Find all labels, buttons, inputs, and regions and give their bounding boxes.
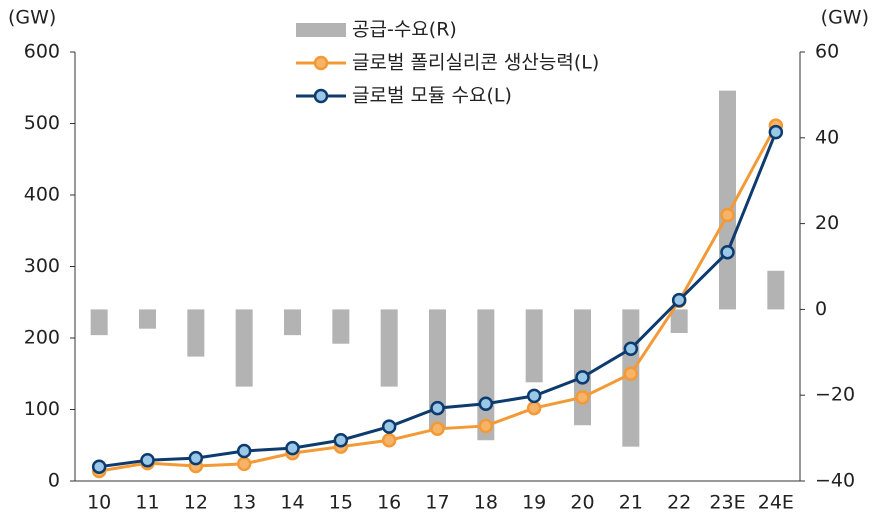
x-tick-label: 15	[329, 492, 353, 514]
x-tick-label: 16	[377, 492, 401, 514]
marker	[91, 459, 107, 474]
marker	[333, 432, 349, 448]
y2-tick-label: −40	[815, 470, 855, 492]
marker	[671, 292, 687, 308]
y-tick-label: 0	[48, 470, 60, 492]
y-tick-label: 500	[24, 112, 60, 134]
marker	[381, 419, 397, 434]
marker	[285, 440, 300, 456]
x-tick-label: 12	[184, 492, 208, 514]
marker	[478, 418, 494, 434]
marker	[720, 244, 735, 260]
marker	[526, 388, 542, 404]
x-tick-label: 24E	[758, 492, 794, 514]
bar	[235, 309, 253, 387]
marker	[526, 400, 542, 416]
x-tick-label: 10	[87, 492, 111, 514]
x-tick-label: 11	[135, 492, 159, 514]
x-tick-label: 20	[570, 492, 594, 514]
bar	[90, 309, 108, 336]
y2-tick-label: 60	[815, 41, 839, 63]
bar	[139, 309, 156, 329]
bar	[332, 309, 350, 344]
legend-label: 글로벌 모듈 수요(L)	[352, 85, 512, 107]
x-tick-label: 22	[667, 492, 691, 514]
legend-label: 글로벌 폴리실리콘 생산능력(L)	[352, 52, 599, 74]
y2-axis-label: (GW)	[821, 7, 869, 29]
marker	[575, 390, 590, 405]
y-axis-label: (GW)	[8, 7, 56, 29]
marker	[381, 432, 397, 448]
bar	[670, 309, 688, 333]
marker	[720, 207, 735, 223]
legend-label: 공급-수요(R)	[352, 19, 457, 41]
marker	[575, 370, 590, 385]
y2-tick-label: −20	[815, 384, 855, 406]
legend-marker	[313, 55, 329, 71]
y-tick-label: 600	[24, 41, 60, 63]
marker	[623, 366, 639, 381]
marker	[140, 453, 155, 468]
y2-tick-label: 20	[815, 212, 839, 234]
x-tick-label: 17	[425, 492, 449, 514]
bar	[380, 309, 398, 387]
x-tick-label: 19	[522, 492, 546, 514]
x-tick-label: 13	[232, 492, 256, 514]
marker	[768, 124, 784, 140]
bar	[525, 309, 543, 383]
legend-swatch	[296, 23, 346, 37]
bar	[719, 90, 736, 310]
marker	[236, 443, 252, 459]
legend-marker	[313, 88, 329, 104]
x-tick-label: 21	[619, 492, 643, 514]
y2-tick-label: 40	[815, 126, 839, 148]
marker	[478, 396, 494, 412]
y-tick-label: 100	[24, 398, 60, 420]
y-tick-label: 400	[24, 184, 60, 206]
y-tick-label: 200	[24, 327, 60, 349]
y-tick-label: 300	[24, 255, 60, 277]
marker	[430, 421, 445, 437]
bar	[284, 309, 301, 336]
x-tick-label: 23E	[709, 492, 745, 514]
marker	[623, 341, 639, 356]
x-tick-label: 18	[474, 492, 498, 514]
x-tick-label: 14	[280, 492, 304, 514]
y2-tick-label: 0	[815, 298, 827, 320]
bar	[767, 270, 785, 310]
marker	[236, 456, 252, 472]
marker	[430, 400, 445, 416]
bar	[429, 309, 446, 430]
bar	[187, 309, 205, 357]
bar	[574, 309, 591, 426]
marker	[188, 450, 204, 466]
